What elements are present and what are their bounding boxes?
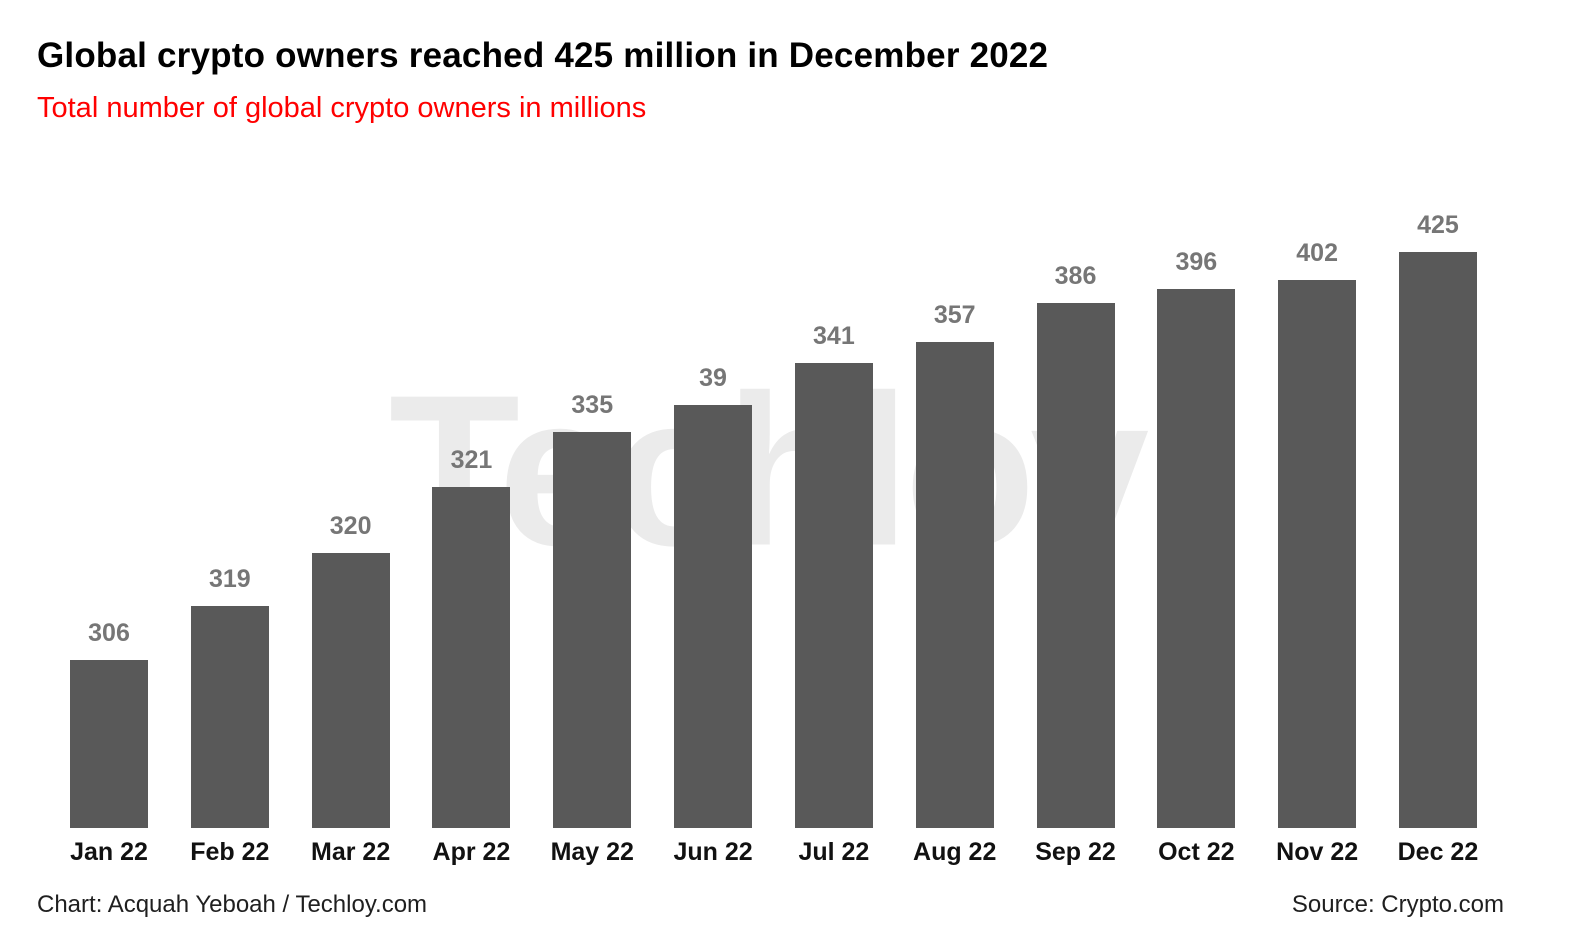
chart-title: Global crypto owners reached 425 million… [37,36,1049,75]
x-axis-label: Dec 22 [1397,838,1479,866]
bar-group: 396 Oct 22 [1157,248,1236,868]
chart-source: Source: Crypto.com [1291,891,1504,918]
bar [432,487,511,828]
bar [70,660,148,828]
bar-group: 386 Sep 22 [1035,262,1116,868]
x-axis-label: Oct 22 [1158,838,1235,866]
plot-area: 306 Jan 22 319 Feb 22 320 Mar 22 321 Apr… [70,190,1479,868]
bar-value-label: 396 [1175,248,1218,276]
bar-value-label: 386 [1054,262,1097,290]
x-axis-label: Jun 22 [673,838,753,866]
x-axis-label: Feb 22 [190,838,270,866]
bar [1157,289,1236,828]
bar-value-label: 425 [1417,211,1459,239]
bar-group: 320 Mar 22 [311,512,391,868]
bar-group: 321 Apr 22 [432,446,511,868]
bar [1398,252,1477,828]
x-axis-label: May 22 [550,838,634,866]
x-axis-label: Nov 22 [1276,838,1359,866]
bar [674,405,753,828]
chart-footer: Chart: Acquah Yeboah / Techloy.com Sourc… [37,891,1504,919]
chart-header: Global crypto owners reached 425 million… [37,36,1548,125]
x-axis-label: Aug 22 [913,838,997,866]
bar-group: 335 May 22 [550,391,634,868]
bar-value-label: 319 [208,565,251,593]
bar-value-label: 335 [571,391,614,419]
chart-credit: Chart: Acquah Yeboah / Techloy.com [37,891,428,918]
bar [553,432,632,828]
bar [794,363,873,828]
bar-value-label: 402 [1296,239,1338,267]
bar [1278,280,1357,828]
bar-value-label: 306 [88,619,130,647]
bar-value-label: 321 [450,446,493,474]
bar-value-label: 357 [933,301,976,329]
x-axis-label: Sep 22 [1035,838,1116,866]
bar-value-label: 39 [699,364,727,392]
bar [190,606,269,828]
bar [311,553,390,828]
bar-group: 425 Dec 22 [1397,211,1479,868]
bar-group: 402 Nov 22 [1276,239,1359,868]
bar [1036,303,1115,828]
bar-value-label: 320 [329,512,372,540]
watermark-text: Techloy [388,349,1149,591]
bar-group: 319 Feb 22 [190,565,270,868]
bar [915,342,994,828]
bar-group: 39 Jun 22 [673,364,753,868]
x-axis-label: Mar 22 [311,838,391,866]
x-axis-label: Jan 22 [70,838,148,866]
bar-group: 306 Jan 22 [70,619,148,868]
bar-group: 341 Jul 22 [794,322,873,868]
x-axis-label: Apr 22 [432,838,511,866]
bar-group: 357 Aug 22 [913,301,997,868]
bar-value-label: 341 [813,322,855,350]
x-axis-label: Jul 22 [798,838,870,866]
chart-subtitle: Total number of global crypto owners in … [37,92,647,124]
